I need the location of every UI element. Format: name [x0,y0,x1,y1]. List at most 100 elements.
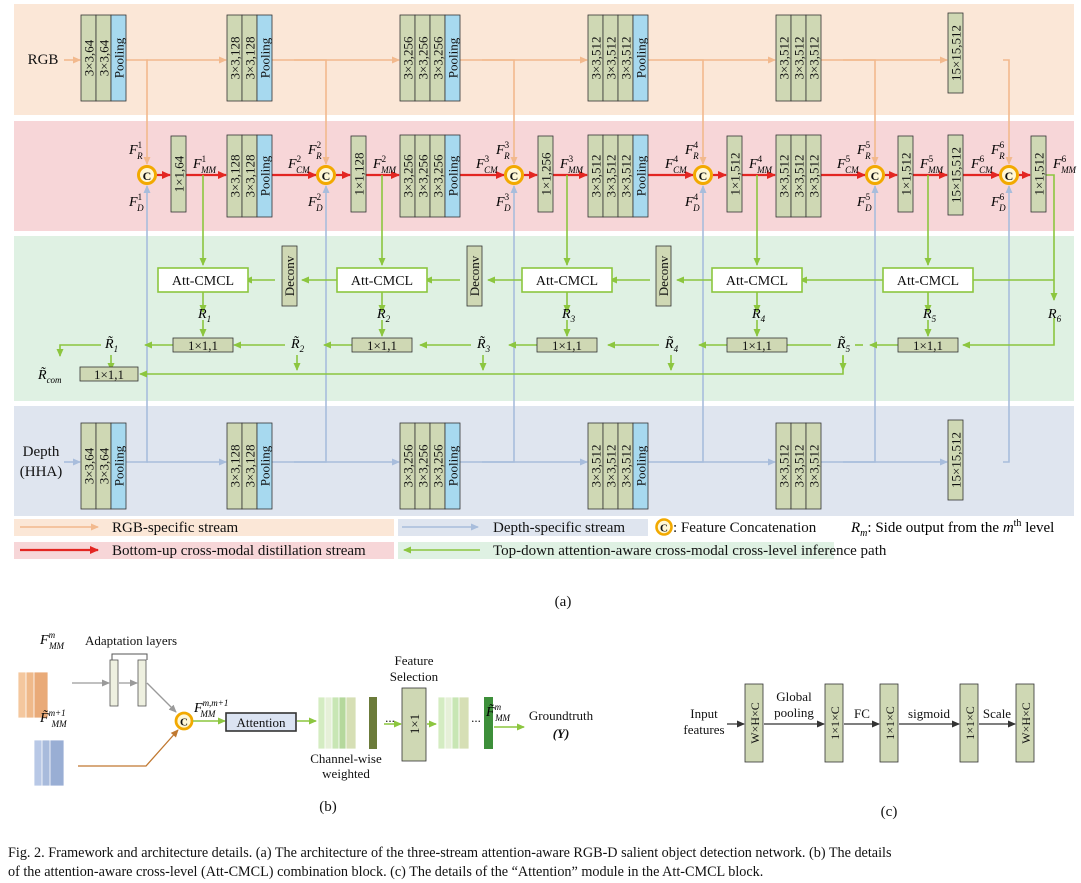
f-cm-symbol: F4 CM [664,154,687,175]
rgb-block-2-layer-label: 3×3,128 [243,36,258,79]
r-tilde-symbol: R̃2 [290,336,305,354]
depth-block-3-layer-label: 3×3,256 [416,444,431,488]
r-tilde-symbol: R̃5 [836,336,851,354]
channel-wise-label: Channel-wise [310,751,382,766]
side-output-conv-label: 1×1,1 [742,338,772,353]
r6-to-conv-arrow [962,318,1055,349]
concat-icon-label: C [322,169,331,183]
side-output-conv-label: 1×1,1 [552,338,582,353]
concat-icon [865,165,885,185]
f-mm-mm1-label: Fm,m+1 MM [193,698,228,719]
cm-block-6-layer-label: 15×15,512 [949,147,964,203]
input-features-label: features [683,722,724,737]
depth-to-concat-arrow [482,185,518,463]
depth-block-3-layer-label: Pooling [446,445,461,486]
deconv-label: Deconv [656,255,671,296]
rgb-block-4-layer-label: 3×3,512 [589,36,604,79]
adaptation-layer-label: 1×1,512 [728,152,743,195]
side-output-conv [726,337,788,353]
cm-block-4-layer-label: Pooling [634,155,649,196]
rgb-block-5-layer-label: 3×3,512 [807,36,822,79]
rgb-block-1-layer-label: Pooling [112,37,127,78]
f-rgb-symbol: F4 R [684,140,699,161]
r-com-symbol: R̃com [37,367,62,385]
adaptation-layer-label: 1×1,256 [539,152,554,196]
att-cmcl-label: Att-CMCL [726,274,788,289]
side-output-conv [172,337,234,353]
depth-block-1-layer-label: 3×3,64 [82,447,97,484]
r-side-output-symbol: R4 [751,307,766,324]
depth-to-concat-arrow [1003,185,1013,463]
rgb-block-5-layer-label: 3×3,512 [777,36,792,79]
legend-bottomup-bg [14,542,394,559]
groundtruth-label: Groundtruth [529,708,594,723]
f-rgb-symbol: F1 R [128,140,143,161]
concat-icon [999,165,1019,185]
depth-block-2-pooling-layer [256,422,273,510]
feature-selection-conv-label: 1×1 [407,714,422,734]
depth-block-3-pooling-layer [444,422,461,510]
attention-block [225,712,297,732]
ellipsis-label: ... [385,710,395,725]
cm-block-3-layer-label: 3×3,256 [416,154,431,198]
adaptation-layer-2 [137,659,147,707]
panel-b-label: (b) [319,799,337,815]
att-cmcl-block [336,267,428,293]
legend-bottomup-label: Bottom-up cross-modal distillation strea… [112,543,366,559]
concat-icon [504,165,524,185]
side-output-conv-label: 1×1,1 [188,338,218,353]
att-cmcl-label: Att-CMCL [897,274,959,289]
adaptation-layer [537,135,554,213]
cm-block-5-conv-layer [805,134,822,218]
adaptation-layer-1 [109,659,119,707]
attention-stage-block [824,683,844,763]
f-cm-symbol: F6 CM [970,154,993,175]
legend-topdown-bg [398,542,834,559]
panel-b-att-cmcl-block: Fm MM F̃m+1 MM Adaptation layers C Fm,m+1 MM Att… [17,630,594,815]
rgb-block-1-layer-label: 3×3,64 [97,39,112,76]
rgb-block-3-layer-label: Pooling [446,37,461,78]
rgb-block-2-pooling-layer [256,14,273,102]
depth-stream-band [14,406,1074,516]
deconv-layer [466,245,483,307]
attention-stage-block [1015,683,1035,763]
adaptation-layer [726,135,743,213]
weighted-feature-dark [369,697,377,749]
adaptation-layer [1030,135,1047,213]
f-depth-symbol: F1 D [128,192,144,213]
depth-feature-stack [49,739,65,787]
f-rgb-symbol: F5 R [856,140,871,161]
rgb-block-2-layer-label: Pooling [258,37,273,78]
rgb-block-4-layer-label: 3×3,512 [619,36,634,79]
rgb-to-concat-arrow [1003,59,1013,165]
concat-icon-label: C [871,169,880,183]
legend-depth-label: Depth-specific stream [493,520,625,536]
cm-block-3-layer-label: 3×3,256 [431,154,446,198]
rgb-feature-stack [33,671,49,719]
attention-stage-block [879,683,899,763]
rgb-block-3-pooling-layer [444,14,461,102]
cm-block-5-layer-label: 3×3,512 [792,154,807,197]
att-cmcl-block [521,267,613,293]
f-cm-symbol: F5 CM [836,154,859,175]
concat-icon [174,711,194,731]
att-cmcl-block [711,267,803,293]
att-cmcl-label: Att-CMCL [172,274,234,289]
depth-block-5-layer-label: 3×3,512 [807,444,822,487]
attention-stage-label: W×H×C [748,702,762,744]
depth-block-3-layer-label: 3×3,256 [431,444,446,488]
connection-lines [56,56,1058,466]
f-mm-symbol: F3 MM [559,154,584,175]
groundtruth-y-label: (Y) [553,726,570,741]
f-cm-symbol: F3 CM [475,154,498,175]
r-side-output-symbol: R1 [197,307,211,324]
combine-bus-arrow [139,356,844,378]
depth-block-3-layer-label: 3×3,256 [401,444,416,488]
f-depth-symbol: F2 D [307,192,323,213]
rgb-block-5-conv-layer [805,14,822,102]
concat-icon [137,165,157,185]
concat-icon-label: C [1005,169,1014,183]
f-cm-symbol: F2 CM [287,154,310,175]
cm-block-5-layer-label: 3×3,512 [807,154,822,197]
